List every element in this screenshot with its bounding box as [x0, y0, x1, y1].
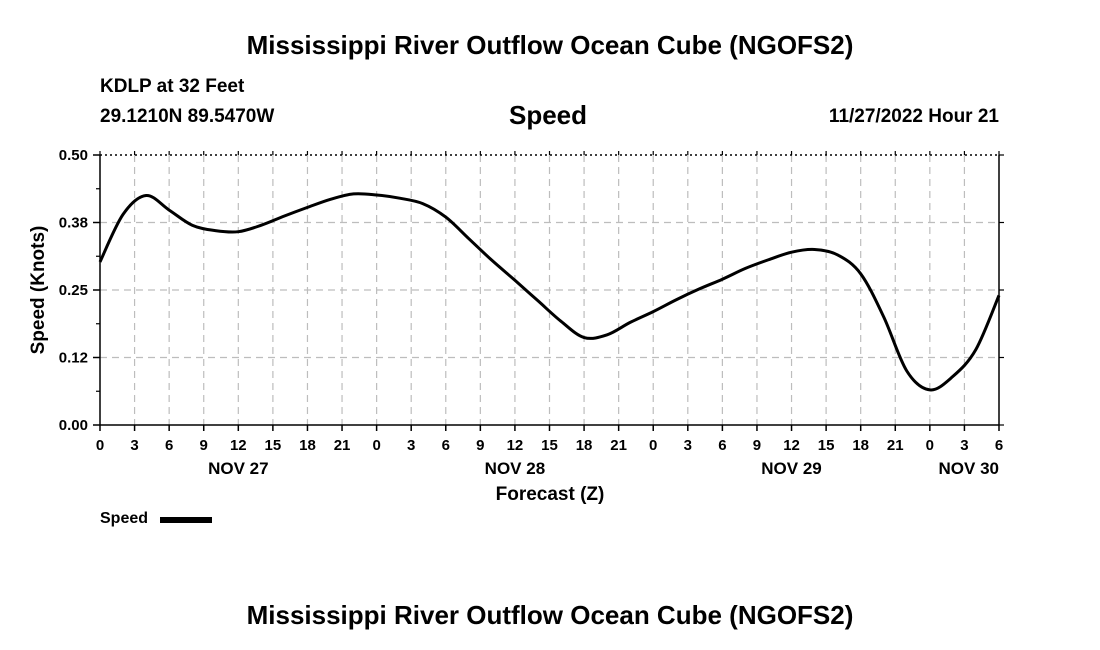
x-tick-label: 0 [926, 437, 934, 454]
y-tick-label: 0.38 [59, 215, 88, 232]
x-axis-label: Forecast (Z) [496, 484, 605, 505]
x-tick-label: 6 [165, 437, 173, 454]
x-tick-label: 0 [96, 437, 104, 454]
x-tick-label: 3 [684, 437, 692, 454]
x-tick-label: 12 [783, 437, 800, 454]
day-label: NOV 29 [761, 459, 821, 478]
x-tick-label: 9 [476, 437, 484, 454]
day-label: NOV 28 [485, 459, 545, 478]
page-title: Mississippi River Outflow Ocean Cube (NG… [246, 30, 854, 60]
x-tick-label: 3 [960, 437, 968, 454]
legend-line-swatch [160, 517, 212, 523]
speed-series-line [98, 192, 1001, 392]
y-tick-label: 0.00 [59, 417, 88, 434]
x-tick-label: 6 [995, 437, 1003, 454]
x-tick-label: 3 [407, 437, 415, 454]
x-tick-label: 12 [230, 437, 247, 454]
x-tick-label: 21 [887, 437, 904, 454]
legend-label: Speed [100, 510, 149, 527]
x-tick-label: 18 [852, 437, 869, 454]
y-axis-label: Speed (Knots) [28, 226, 49, 355]
x-tick-label: 15 [541, 437, 558, 454]
y-tick-label: 0.50 [59, 147, 88, 164]
station-label: KDLP at 32 Feet [100, 76, 245, 97]
x-tick-label: 15 [265, 437, 282, 454]
x-tick-label: 3 [130, 437, 138, 454]
x-tick-label: 21 [610, 437, 627, 454]
x-tick-label: 9 [200, 437, 208, 454]
x-tick-label: 18 [576, 437, 593, 454]
coordinates-label: 29.1210N 89.5470W [100, 106, 275, 127]
day-label: NOV 30 [939, 459, 999, 478]
x-tick-label: 12 [507, 437, 524, 454]
day-label: NOV 27 [208, 459, 268, 478]
x-tick-label: 0 [372, 437, 380, 454]
datetime-label: 11/27/2022 Hour 21 [828, 106, 999, 127]
x-tick-label: 9 [753, 437, 761, 454]
y-tick-label: 0.12 [59, 350, 88, 367]
x-tick-label: 0 [649, 437, 657, 454]
x-tick-label: 6 [718, 437, 726, 454]
footer-title: Mississippi River Outflow Ocean Cube (NG… [246, 600, 854, 630]
x-tick-label: 6 [442, 437, 450, 454]
x-tick-label: 21 [334, 437, 351, 454]
x-tick-label: 15 [818, 437, 835, 454]
x-tick-label: 18 [299, 437, 316, 454]
y-tick-label: 0.25 [59, 282, 88, 299]
chart-title: Speed [509, 100, 588, 130]
